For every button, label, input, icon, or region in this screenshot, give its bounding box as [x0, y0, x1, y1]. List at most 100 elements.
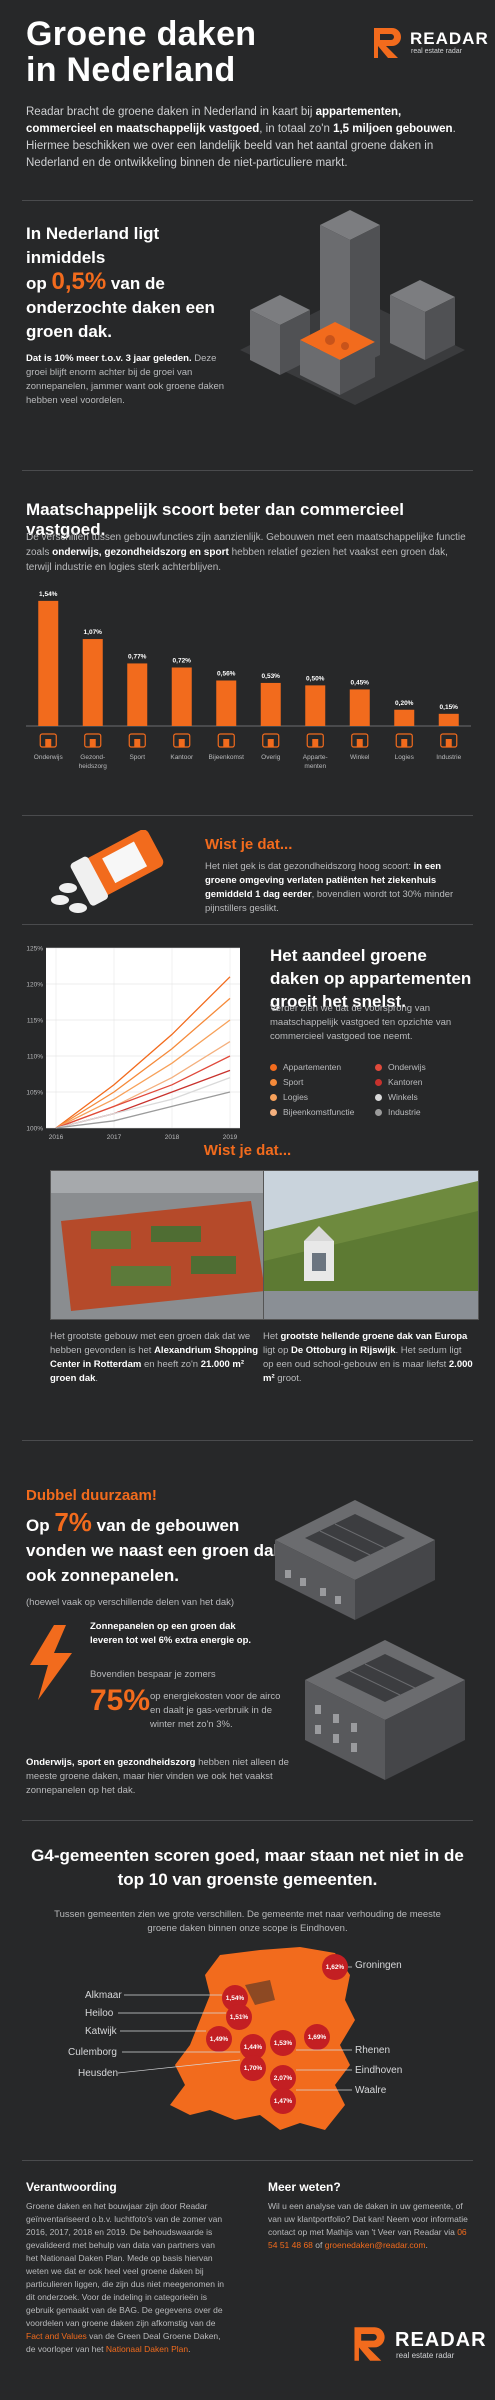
series-line-5: [55, 1055, 231, 1129]
legend-label: Winkels: [388, 1092, 418, 1102]
bar-value-label: 0,45%: [351, 679, 370, 686]
legend-item: Winkels: [375, 1092, 418, 1102]
school-icon: [39, 733, 57, 748]
readar-footer-logo[interactable]: READAR real estate radar: [350, 2325, 486, 2365]
readar-logo-icon: [354, 2327, 385, 2361]
city-label-rhenen: Rhenen: [355, 2045, 391, 2056]
legend-item: Sport: [270, 1077, 303, 1087]
x-tick-label: 2016: [49, 1134, 64, 1141]
legend-swatch: [270, 1109, 277, 1117]
email-link[interactable]: groenedaken@readar.com: [324, 2240, 426, 2250]
bar-value-label: 0,53%: [262, 673, 281, 680]
bar-category-label: heidszorg: [79, 763, 108, 770]
bar-10: [438, 713, 459, 726]
stat-percentage: 0,5%: [51, 268, 107, 295]
logo-name: READAR: [395, 2329, 487, 2351]
bar-4: [171, 667, 192, 726]
legend-label: Logies: [283, 1092, 309, 1102]
duurzaam-subnote: (hoewel vaak op verschillende delen van …: [26, 1597, 235, 1608]
city-label-waalre: Waalre: [355, 2085, 387, 2096]
legend-item: Industrie: [375, 1107, 421, 1117]
bar-category-label: Logies: [395, 754, 415, 761]
y-tick-label: 115%: [27, 1018, 43, 1025]
fact-title: Wist je dat...: [205, 836, 293, 853]
duurzaam-savings-intro: Bovendien bespaar je zomers: [90, 1669, 216, 1680]
bar-category-label: Kantoor: [170, 754, 194, 761]
line-section-title: Het aandeel groene daken op appartemente…: [270, 946, 472, 1011]
city-marker-heiloo: 1,51%: [226, 2004, 252, 2030]
divider: [22, 815, 473, 816]
city-marker-katwijk: 1,49%: [206, 2026, 232, 2052]
city-label-culemborg: Culemborg: [68, 2047, 117, 2058]
readar-logo[interactable]: READAR real estate radar: [370, 26, 488, 60]
growth-line-chart: 100% 105% 110% 115% 120% 125% 2016 2017 2018 2019: [26, 946, 240, 1141]
map-section-title: G4-gemeenten scoren goed, maar staan net…: [31, 1846, 464, 1889]
duurzaam-energy-text: Zonnepanelen op een groen dak leveren to…: [90, 1621, 252, 1646]
y-tick-label: 110%: [27, 1054, 43, 1061]
alexandrium-roof-photo: [50, 1170, 266, 1320]
x-tick-label: 2018: [165, 1134, 180, 1141]
legend-swatch: [375, 1079, 382, 1087]
legend-label: Bijeenkomstfunctie: [283, 1107, 355, 1117]
intro-text: Readar bracht de groene daken in Nederla…: [26, 106, 456, 169]
legend-label: Sport: [283, 1077, 304, 1087]
buildings-illustration: [240, 210, 465, 405]
divider: [22, 200, 473, 201]
bar-category-label: Sport: [129, 754, 145, 761]
bar-5: [216, 680, 237, 726]
link-fact-and-values[interactable]: Fact and Values: [26, 2331, 87, 2341]
logo-tagline: real estate radar: [411, 48, 462, 55]
city-marker-heusden: 1,70%: [240, 2055, 266, 2081]
city-label-heusden: Heusden: [78, 2068, 119, 2079]
legend-item: Bijeenkomstfunctie: [270, 1107, 354, 1117]
series-line-3: [55, 1019, 231, 1129]
city-label-heiloo: Heiloo: [85, 2008, 114, 2019]
city-label-katwijk: Katwijk: [85, 2026, 117, 2037]
sport-icon: [128, 733, 146, 748]
stat-green-roofs: In Nederland ligt inmiddels op 0,5% van d…: [26, 224, 215, 341]
bar-category-label: Industrie: [436, 754, 461, 761]
duurzaam-75-percent: 75%: [90, 1684, 151, 1717]
logo-name: READAR: [410, 29, 489, 48]
bar-value-label: 0,15%: [440, 704, 459, 711]
bar-7: [305, 685, 326, 726]
x-tick-label: 2019: [223, 1134, 238, 1141]
y-tick-label: 125%: [26, 946, 43, 953]
divider: [22, 1820, 473, 1821]
legend-item: Appartementen: [270, 1062, 341, 1072]
duurzaam-percentage: 7%: [54, 1507, 92, 1537]
divider: [22, 924, 473, 925]
legend-swatch: [270, 1094, 277, 1102]
bar-value-label: 0,77%: [128, 653, 147, 660]
footer-responsibility-text: Groene daken en het bouwjaar zijn door R…: [26, 2201, 224, 2354]
lightning-bolt-icon: [30, 1625, 72, 1700]
stat-note: Dat is 10% meer t.o.v. 3 jaar geleden. D…: [26, 353, 225, 406]
footer-contact-title: Meer weten?: [268, 2180, 341, 2194]
x-tick-label: 2017: [107, 1134, 122, 1141]
legend-item: Kantoren: [375, 1077, 423, 1087]
legend-item: Logies: [270, 1092, 308, 1102]
fact2-title: Wist je dat...: [203, 1142, 292, 1159]
solar-buildings-illustration: [275, 1500, 465, 1780]
readar-logo-icon: [374, 28, 401, 58]
city-leader-lines: [117, 1966, 352, 2091]
bar-value-label: 0,20%: [395, 700, 414, 707]
city-label-groningen: Groningen: [355, 1960, 402, 1971]
bar-2: [82, 639, 103, 726]
bar-category-label: Bijeenkomst: [209, 754, 245, 761]
y-tick-label: 100%: [26, 1126, 43, 1133]
other-icon: [262, 733, 280, 748]
legend-label: Appartementen: [283, 1062, 342, 1072]
duurzaam-savings-text: op energiekosten voor de airco en daalt …: [150, 1691, 281, 1730]
bar-value-label: 1,07%: [84, 629, 103, 636]
legend-swatch: [270, 1064, 277, 1072]
hospital-icon: [84, 733, 102, 748]
series-line-1: [55, 976, 231, 1129]
series-line-8: [55, 1091, 231, 1129]
page-title: Groene daken in Nederland: [26, 15, 257, 89]
divider: [22, 1440, 473, 1441]
phone-link[interactable]: 06 54 51 48 68: [268, 2227, 467, 2250]
legend-label: Onderwijs: [388, 1062, 426, 1072]
building-function-bar-chart: 1,54% Onderwijs 1,07% Gezond-heidszorg 0,77%…: [26, 591, 471, 770]
link-nationaal-daken-plan[interactable]: Nationaal Daken Plan: [105, 2344, 189, 2354]
